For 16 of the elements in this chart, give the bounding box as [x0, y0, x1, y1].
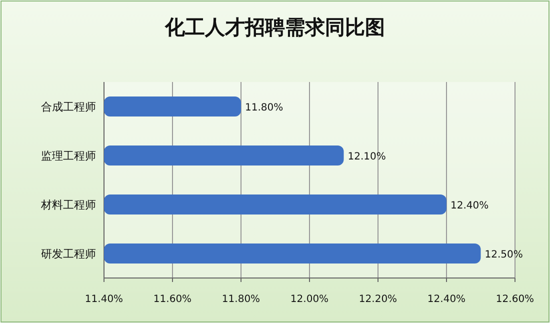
- data-label: 11.80%: [245, 102, 284, 114]
- data-label: 12.10%: [348, 152, 386, 162]
- x-tick-label: 11.40%: [84, 294, 124, 305]
- x-tick-label: 12.00%: [290, 294, 329, 305]
- data-label: 12.40%: [450, 200, 489, 212]
- x-tick-label: 11.60%: [153, 294, 192, 305]
- data-label: 12.50%: [484, 250, 523, 260]
- x-tick-label: 12.60%: [496, 294, 534, 305]
- x-tick-label: 12.20%: [358, 294, 398, 305]
- y-tick-label: 合成工程师: [41, 100, 96, 114]
- y-tick-label: 研发工程师: [41, 248, 96, 260]
- y-tick-label: 材料工程师: [40, 198, 96, 212]
- x-tick-label: 12.40%: [427, 294, 466, 305]
- y-tick-label: 监理工程师: [41, 150, 96, 162]
- chart-title: 化工人才招聘需求同比图: [164, 15, 385, 39]
- x-tick-label: 11.80%: [222, 294, 260, 305]
